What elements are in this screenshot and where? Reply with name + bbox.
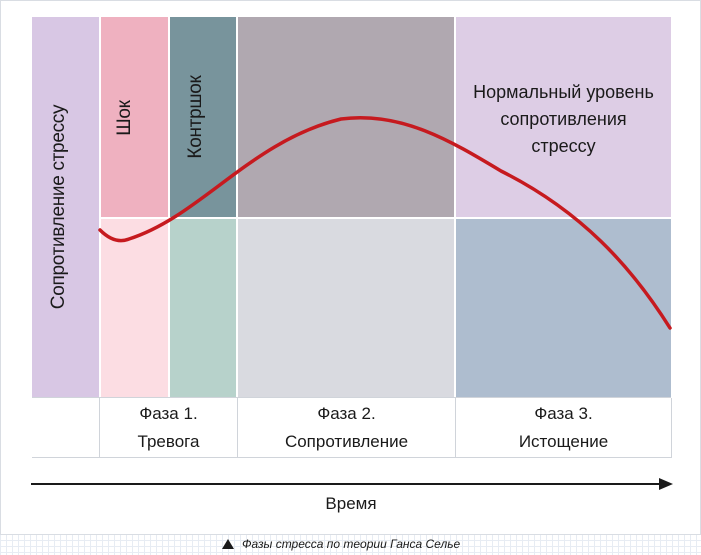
exhaustion-upper-cell [456,17,671,217]
shock-lower-cell [101,219,168,397]
triangle-icon [222,539,234,549]
phase-divider [455,398,456,458]
phase-row-bottom-line [32,457,671,458]
stress-curve-layer [98,116,672,330]
phase-divider [237,398,238,458]
phase-1-label: Фаза 1. Тревога [137,404,200,451]
resistance-axis-band [32,17,99,397]
phase-2-label: Фаза 2. Сопротивление [284,404,409,451]
stress-resistance-curve [98,116,672,330]
phase-divider [671,398,672,458]
time-arrow [31,478,673,490]
diagram-frame: Сопротивление стрессу Шок Контршок Норма… [0,0,701,535]
normal-level-label: Нормальный уровень сопротивления стрессу [473,82,654,156]
figure-caption: Фазы стресса по теории Ганса Селье [222,537,460,551]
exhaustion-lower-cell [456,219,671,397]
time-axis-label: Время [325,494,377,513]
shock-upper-cell [101,17,168,217]
countershock-upper-cell [170,17,236,217]
phase-divider [99,398,100,458]
phase-3-label: Фаза 3. Истощение [518,404,609,451]
resistance-lower-cell [238,219,454,397]
caption-text: Фазы стресса по теории Ганса Селье [242,537,461,551]
phase-row-top-line [32,397,671,398]
countershock-lower-cell [170,219,236,397]
